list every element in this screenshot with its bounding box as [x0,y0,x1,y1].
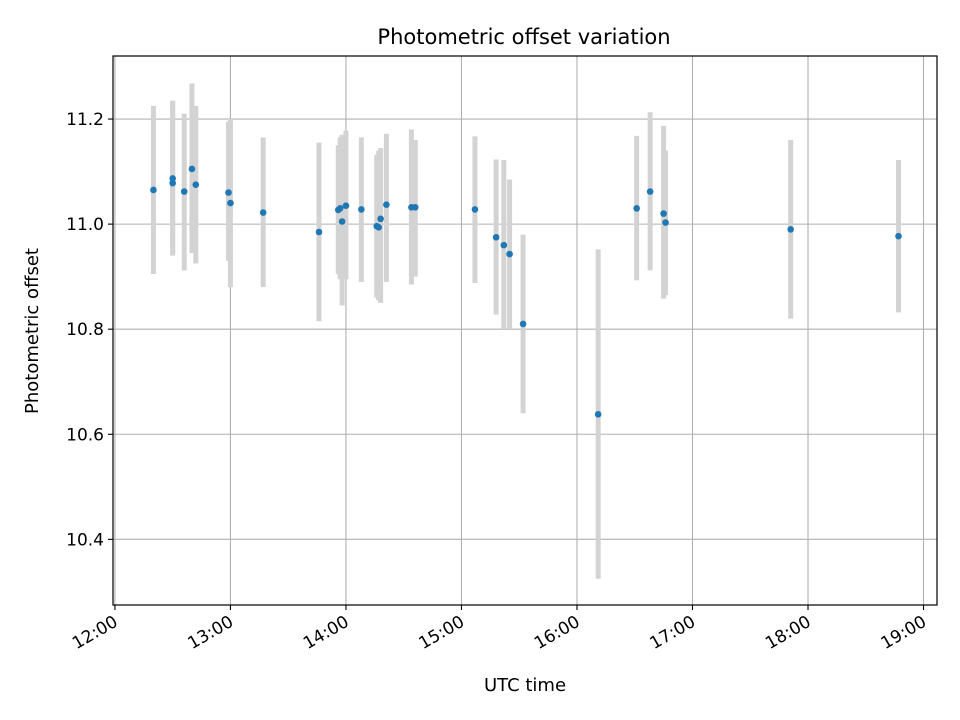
data-point [336,205,344,212]
data-point [383,201,390,208]
grid [113,56,937,605]
data-point [506,250,513,258]
data-point [150,186,157,194]
data-point [633,205,640,212]
data-point [188,165,196,173]
data-point [662,219,669,226]
data-point [192,181,200,189]
data-point [225,189,232,196]
data-point [338,218,346,225]
data-point [180,188,188,195]
y-axis-label: Photometric offset [22,248,43,414]
y-axis-ticks: 10.4 10.6 10.8 11.0 11.2 [66,110,113,550]
data-point [660,210,667,217]
data-point [259,209,267,216]
data-point [169,175,176,182]
data-point [895,232,902,240]
data-points [150,165,902,418]
data-point [358,206,365,213]
data-point [519,320,527,328]
data-point [471,206,479,213]
data-point [787,226,794,233]
chart-title: Photometric offset variation [377,25,670,49]
data-point [377,215,384,223]
data-point [169,179,176,187]
data-point [375,223,382,231]
data-point [342,202,350,210]
data-point [227,199,234,207]
data-point [315,228,323,236]
data-point [500,241,508,249]
data-point [594,410,602,418]
y-tick-label: 10.6 [66,425,104,445]
data-point [492,233,500,241]
y-tick-label: 11.0 [66,215,104,235]
plot-frame [112,55,938,606]
y-tick-label: 10.8 [66,320,104,340]
x-axis-label: UTC time [484,675,566,696]
y-tick-label: 11.2 [66,110,104,130]
data-point [646,188,654,195]
data-point [411,204,419,211]
y-tick-label: 10.4 [66,530,104,550]
